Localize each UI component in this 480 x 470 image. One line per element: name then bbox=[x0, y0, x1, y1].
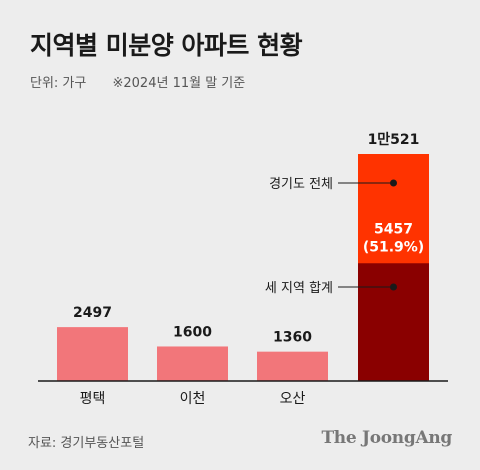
date-note: ※2024년 11월 말 기준 bbox=[112, 76, 246, 91]
annotation-total-dot bbox=[390, 179, 397, 187]
annotation-subset-label: 세 지역 합계 bbox=[265, 281, 333, 296]
subset-value-label: 5457 bbox=[374, 221, 413, 237]
category-label-0: 평택 bbox=[80, 391, 106, 407]
category-label-1: 이천 bbox=[180, 391, 206, 407]
value-label-3: 1만521 bbox=[368, 132, 420, 148]
category-label-2: 오산 bbox=[280, 391, 306, 407]
subset-percent-label: (51.9%) bbox=[363, 239, 424, 255]
source-label: 자료: 경기부동산포털 bbox=[28, 436, 145, 451]
brand-logo: The JoongAng bbox=[321, 428, 452, 448]
annotation-subset-dot bbox=[390, 283, 397, 291]
unit-label: 단위: 가구 bbox=[30, 76, 87, 91]
subtitle-row: 단위: 가구 ※2024년 11월 말 기준 bbox=[30, 72, 267, 91]
bar-2 bbox=[257, 351, 328, 381]
value-label-1: 1600 bbox=[173, 324, 212, 340]
value-label-0: 2497 bbox=[73, 305, 112, 321]
annotation-total-label: 경기도 전체 bbox=[269, 177, 333, 192]
value-label-2: 1360 bbox=[273, 330, 312, 346]
chart-title: 지역별 미분양 아파트 현황 bbox=[30, 31, 303, 60]
bar-1 bbox=[157, 346, 228, 381]
subset-bar bbox=[358, 263, 429, 381]
bar-0 bbox=[57, 327, 128, 381]
